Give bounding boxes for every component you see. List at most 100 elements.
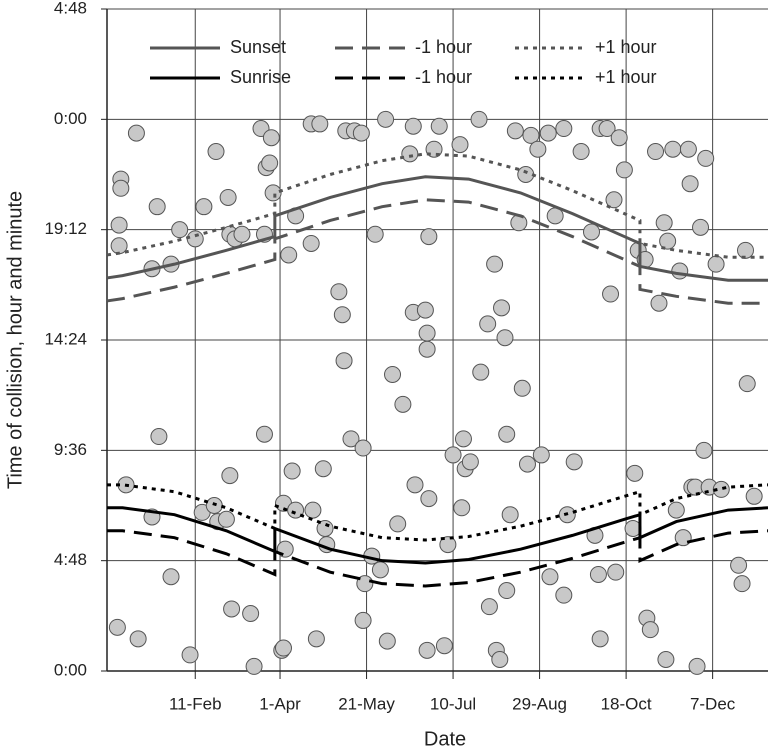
data-point	[626, 464, 644, 482]
data-point	[280, 246, 298, 264]
data-point	[522, 126, 540, 144]
data-point	[647, 143, 665, 161]
legend-label: Sunset	[230, 37, 286, 57]
data-point	[401, 145, 419, 163]
legend-label: -1 hour	[415, 37, 472, 57]
data-point	[679, 140, 697, 158]
data-point	[518, 455, 536, 473]
data-point	[311, 115, 329, 133]
data-point	[384, 365, 402, 383]
data-point	[532, 446, 550, 464]
series-line	[107, 529, 768, 588]
x-tick-label: 11-Feb	[169, 694, 222, 713]
x-tick-label: 21-May	[338, 694, 395, 713]
data-point	[304, 501, 322, 519]
data-point	[667, 501, 685, 519]
data-point	[262, 129, 280, 147]
data-point	[406, 476, 424, 494]
data-point	[389, 515, 407, 533]
data-point	[598, 120, 616, 138]
data-point	[223, 600, 241, 618]
series-line	[106, 198, 768, 305]
data-point	[480, 598, 498, 616]
x-tick-label: 7-Dec	[690, 694, 736, 713]
data-point	[416, 301, 434, 319]
data-point	[470, 110, 488, 128]
data-point	[354, 611, 372, 629]
data-point	[439, 536, 457, 554]
data-point	[513, 379, 531, 397]
data-point	[602, 285, 620, 303]
x-tick-label: 10-Jul	[430, 694, 476, 713]
data-point	[659, 232, 677, 250]
data-point	[565, 453, 583, 471]
series-line	[107, 506, 768, 565]
y-tick-label: 4:48	[54, 0, 87, 17]
data-point	[242, 605, 260, 623]
data-point	[150, 428, 168, 446]
data-point	[261, 154, 279, 172]
data-point	[572, 143, 590, 161]
data-point	[472, 363, 490, 381]
data-point	[418, 641, 436, 659]
data-point	[394, 395, 412, 413]
data-point	[366, 225, 384, 243]
data-point	[707, 255, 725, 273]
data-point	[418, 340, 436, 358]
data-point	[352, 124, 370, 142]
data-point	[451, 136, 469, 154]
data-point	[607, 563, 625, 581]
legend-label: +1 hour	[595, 37, 657, 57]
data-point	[454, 430, 472, 448]
legend-label: Sunrise	[230, 67, 291, 87]
data-point	[354, 439, 372, 457]
data-point	[255, 425, 273, 443]
data-point	[605, 191, 623, 209]
y-tick-label: 4:48	[54, 550, 87, 569]
data-point	[615, 161, 633, 179]
data-point	[738, 375, 756, 393]
data-point	[148, 198, 166, 216]
data-point	[186, 230, 204, 248]
data-point	[555, 586, 573, 604]
series-line	[107, 483, 768, 542]
data-point	[171, 221, 189, 239]
data-point	[681, 175, 699, 193]
data-point	[418, 324, 436, 342]
data-point	[307, 630, 325, 648]
data-point	[733, 575, 751, 593]
data-point	[219, 188, 237, 206]
data-point	[657, 651, 675, 669]
data-point	[378, 632, 396, 650]
data-point	[430, 117, 448, 135]
data-point	[233, 225, 251, 243]
data-point	[207, 143, 225, 161]
data-point	[491, 651, 509, 669]
data-point	[283, 462, 301, 480]
data-point	[730, 556, 748, 574]
y-tick-label: 14:24	[44, 329, 87, 348]
data-point	[335, 352, 353, 370]
data-point	[517, 166, 535, 183]
data-point	[330, 283, 348, 301]
data-point	[486, 255, 504, 273]
data-point	[461, 453, 479, 471]
data-point	[496, 329, 514, 347]
data-point	[671, 262, 689, 280]
data-point	[479, 315, 497, 333]
data-point	[610, 129, 628, 147]
data-point	[264, 184, 282, 202]
x-axis-title: Date	[424, 728, 466, 750]
data-point	[541, 568, 559, 586]
data-point	[217, 510, 235, 528]
data-point	[688, 657, 706, 675]
data-point	[314, 460, 332, 478]
x-tick-label: 18-Oct	[601, 694, 652, 713]
data-point	[110, 216, 128, 234]
data-point	[356, 575, 374, 593]
data-point	[108, 618, 126, 636]
y-axis-title: Time of collision, hour and minute	[4, 191, 26, 489]
data-point	[695, 441, 713, 459]
y-tick-label: 0:00	[54, 109, 87, 128]
